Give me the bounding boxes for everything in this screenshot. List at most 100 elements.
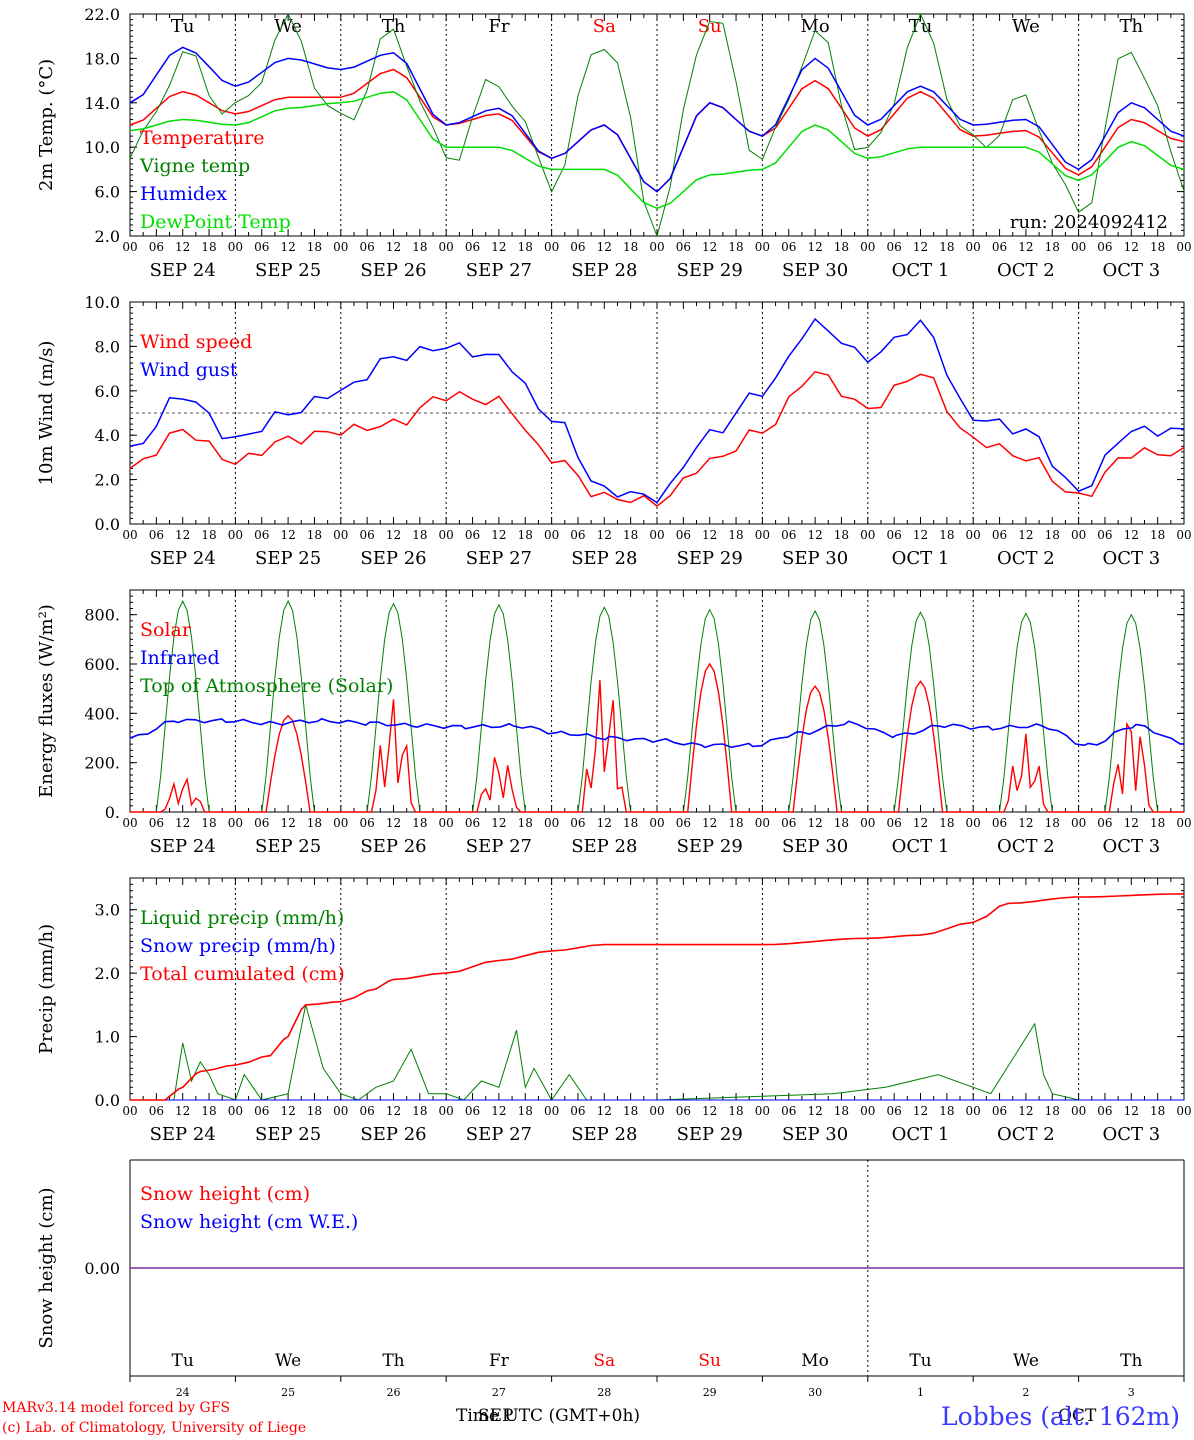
hour-tick-label: 00 xyxy=(966,528,981,542)
hour-tick-label: 18 xyxy=(728,1104,743,1118)
hour-tick-label: 12 xyxy=(807,240,822,254)
legend-dewpoint-temp: DewPoint Temp xyxy=(140,211,291,233)
date-label: OCT 2 xyxy=(997,260,1055,281)
hour-tick-label: 06 xyxy=(360,528,375,542)
hour-tick-label: 12 xyxy=(1124,1104,1139,1118)
hour-tick-label: 18 xyxy=(1045,240,1060,254)
hour-tick-label: 06 xyxy=(992,816,1007,830)
day-number-label: 29 xyxy=(703,1386,717,1399)
hour-tick-label: 12 xyxy=(597,1104,612,1118)
day-number-label: 28 xyxy=(597,1386,611,1399)
hour-tick-label: 12 xyxy=(702,528,717,542)
y-tick-label: 200. xyxy=(84,754,120,773)
y-tick-label: 0.00 xyxy=(84,1259,120,1278)
date-label: SEP 24 xyxy=(150,548,216,569)
hour-tick-label: 18 xyxy=(201,816,216,830)
date-label: OCT 3 xyxy=(1102,548,1160,569)
run-label: run: 2024092412 xyxy=(1010,212,1168,233)
hour-tick-label: 12 xyxy=(491,240,506,254)
date-label: OCT 3 xyxy=(1102,836,1160,857)
date-label: SEP 27 xyxy=(466,548,532,569)
hour-tick-label: 06 xyxy=(465,528,480,542)
hour-tick-label: 12 xyxy=(1124,528,1139,542)
hour-tick-label: 00 xyxy=(1176,816,1191,830)
hour-tick-label: 06 xyxy=(360,1104,375,1118)
hour-tick-label: 18 xyxy=(623,1104,638,1118)
legend-wind-speed: Wind speed xyxy=(140,331,252,353)
legend-snow-height-cm-w-e-: Snow height (cm W.E.) xyxy=(140,1211,358,1233)
hour-tick-label: 12 xyxy=(913,240,928,254)
hour-tick-label: 06 xyxy=(781,1104,796,1118)
hour-tick-label: 00 xyxy=(333,528,348,542)
hour-tick-label: 00 xyxy=(860,816,875,830)
hour-tick-label: 00 xyxy=(1176,528,1191,542)
hour-tick-label: 18 xyxy=(201,1104,216,1118)
y-axis-label: Snow height (cm) xyxy=(36,1187,57,1348)
hour-tick-label: 00 xyxy=(333,816,348,830)
hour-tick-label: 18 xyxy=(201,528,216,542)
hour-tick-label: 06 xyxy=(254,816,269,830)
weekday-label: Mo xyxy=(800,16,829,37)
hour-tick-label: 06 xyxy=(781,240,796,254)
date-label: SEP 30 xyxy=(782,836,848,857)
month-label-oct: OCT xyxy=(1058,1406,1097,1426)
weekday-label: Th xyxy=(382,1351,404,1371)
hour-tick-label: 18 xyxy=(728,816,743,830)
date-label: SEP 26 xyxy=(360,260,426,281)
hour-tick-label: 18 xyxy=(307,528,322,542)
date-label: SEP 28 xyxy=(571,836,637,857)
hour-tick-label: 06 xyxy=(887,1104,902,1118)
y-tick-label: 10.0 xyxy=(84,138,120,157)
hour-tick-label: 00 xyxy=(544,816,559,830)
hour-tick-label: 06 xyxy=(360,816,375,830)
hour-tick-label: 00 xyxy=(1071,1104,1086,1118)
hour-tick-label: 18 xyxy=(1150,528,1165,542)
y-tick-label: 6.0 xyxy=(95,382,120,401)
day-number-label: 27 xyxy=(492,1386,506,1399)
weekday-label: Su xyxy=(698,16,722,37)
weekday-label: Th xyxy=(1119,16,1143,37)
weekday-label: We xyxy=(1013,1351,1039,1371)
hour-tick-label: 12 xyxy=(702,240,717,254)
date-label: SEP 30 xyxy=(782,260,848,281)
hour-tick-label: 00 xyxy=(439,528,454,542)
hour-tick-label: 00 xyxy=(228,1104,243,1118)
hour-tick-label: 00 xyxy=(1071,528,1086,542)
day-number-label: 2 xyxy=(1022,1386,1029,1399)
hour-tick-label: 12 xyxy=(175,240,190,254)
hour-tick-label: 18 xyxy=(1150,1104,1165,1118)
legend-infrared: Infrared xyxy=(140,647,220,669)
hour-tick-label: 00 xyxy=(755,240,770,254)
hour-tick-label: 06 xyxy=(887,240,902,254)
date-label: OCT 1 xyxy=(892,1124,950,1145)
hour-tick-label: 06 xyxy=(149,240,164,254)
date-label: SEP 26 xyxy=(360,548,426,569)
hour-tick-label: 00 xyxy=(439,1104,454,1118)
hour-tick-label: 12 xyxy=(597,816,612,830)
date-label: OCT 3 xyxy=(1102,1124,1160,1145)
hour-tick-label: 18 xyxy=(307,1104,322,1118)
series-infrared xyxy=(129,717,1184,749)
hour-tick-label: 18 xyxy=(412,1104,427,1118)
date-label: SEP 27 xyxy=(466,260,532,281)
date-label: SEP 27 xyxy=(466,836,532,857)
weekday-label: Su xyxy=(698,1351,721,1371)
hour-tick-label: 18 xyxy=(623,528,638,542)
hour-tick-label: 18 xyxy=(834,240,849,254)
day-number-label: 3 xyxy=(1128,1386,1135,1399)
hour-tick-label: 18 xyxy=(728,240,743,254)
hour-tick-label: 06 xyxy=(992,240,1007,254)
hour-tick-label: 18 xyxy=(623,816,638,830)
hour-tick-label: 12 xyxy=(386,816,401,830)
hour-tick-label: 06 xyxy=(676,816,691,830)
day-number-label: 26 xyxy=(387,1386,401,1399)
date-label: SEP 24 xyxy=(150,836,216,857)
hour-tick-label: 06 xyxy=(887,528,902,542)
hour-tick-label: 18 xyxy=(834,816,849,830)
hour-tick-label: 00 xyxy=(966,816,981,830)
y-axis-label: Precip (mm/h) xyxy=(36,924,57,1054)
hour-tick-label: 00 xyxy=(860,1104,875,1118)
y-tick-label: 18.0 xyxy=(84,49,120,68)
hour-tick-label: 00 xyxy=(755,816,770,830)
hour-tick-label: 00 xyxy=(1176,1104,1191,1118)
